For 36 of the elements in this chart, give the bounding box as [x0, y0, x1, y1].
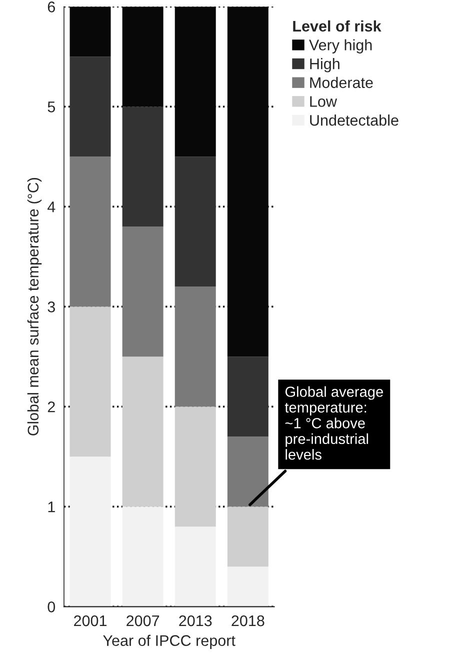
x-tick-label: 2013	[179, 615, 212, 626]
annotation: Global average temperature: ~1 °C above pre-industrial levels	[284, 386, 383, 460]
bar	[70, 56, 111, 157]
y-tick-label: 3	[48, 302, 55, 312]
legend-label: Moderate	[310, 76, 373, 88]
legend-label: Undetectable	[310, 114, 398, 126]
y-tick-label: 1	[48, 502, 55, 512]
bar	[227, 436, 268, 507]
y-tick-label: 5	[48, 102, 56, 112]
bar	[174, 406, 216, 527]
y-axis-title: Global mean surface temperature (°C)	[27, 178, 42, 436]
x-axis-title: Year of IPCC report	[103, 634, 236, 650]
bar	[174, 156, 216, 287]
legend-label: High	[310, 58, 340, 72]
bar	[122, 356, 164, 507]
bar	[70, 306, 111, 457]
bar	[174, 286, 216, 407]
bar	[122, 506, 164, 607]
bar	[70, 156, 111, 307]
legend-label: Very high	[309, 39, 372, 54]
bar	[122, 226, 164, 357]
bar	[227, 506, 268, 567]
legend-title: Level of risk	[293, 20, 382, 32]
y-tick-label: 4	[48, 202, 56, 212]
legend-label: Low	[310, 96, 338, 107]
y-tick-label: 2	[48, 402, 55, 412]
x-tick-label: 2018	[232, 615, 264, 626]
bar	[174, 526, 216, 607]
x-tick-label: 2007	[126, 615, 160, 626]
y-tick-label: 6	[48, 2, 55, 12]
x-tick-label: 2001	[74, 615, 107, 626]
bar	[122, 106, 164, 227]
bar	[227, 356, 268, 437]
bar	[227, 566, 268, 607]
y-tick-label: 0	[48, 602, 56, 612]
bar	[70, 456, 111, 607]
